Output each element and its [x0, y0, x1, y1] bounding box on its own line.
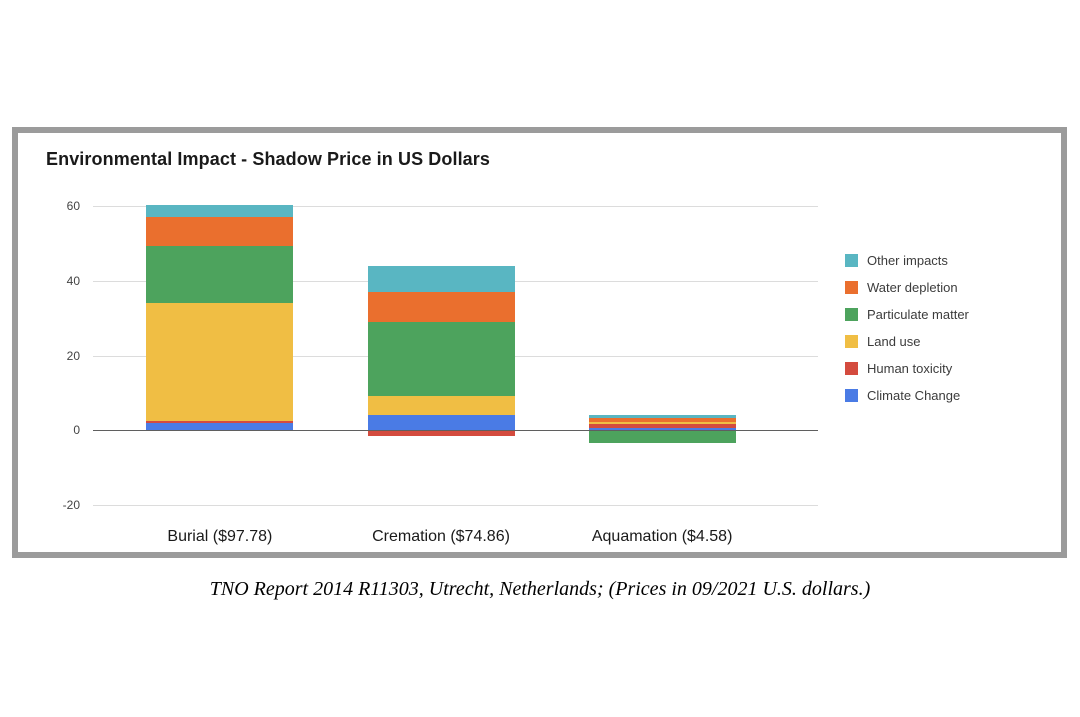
bar-segment-other-impacts — [588, 415, 736, 419]
legend-item: Land use — [845, 334, 969, 349]
bar-segment-climate-change — [588, 427, 736, 431]
bar-segment-climate-change — [367, 415, 515, 430]
bar-segment-water-depletion — [588, 418, 736, 422]
bar-segment-climate-change — [146, 422, 294, 430]
x-axis-category-labels: Burial ($97.78) Cremation ($74.86) Aquamat… — [18, 528, 1061, 554]
bar-segment-particulate-matter — [367, 321, 515, 397]
bar-segment-human-toxicity — [588, 424, 736, 428]
bar-segment-particulate-matter — [588, 430, 736, 444]
plot-area — [93, 199, 818, 512]
legend-label: Climate Change — [867, 388, 961, 403]
legend-swatch — [845, 254, 858, 267]
bar-segment-human-toxicity — [367, 430, 515, 436]
bar-segment-water-depletion — [367, 292, 515, 322]
y-tick-label: -20 — [62, 497, 80, 512]
x-axis-baseline — [93, 430, 818, 432]
bar-segment-water-depletion — [146, 216, 294, 247]
legend-label: Land use — [867, 334, 921, 349]
y-tick-label: 0 — [73, 423, 80, 438]
legend-label: Particulate matter — [867, 307, 969, 322]
source-caption: TNO Report 2014 R11303, Utrecht, Netherl… — [209, 578, 871, 600]
x-category-label: Aquamation ($4.58) — [591, 528, 733, 545]
legend-label: Water depletion — [867, 280, 958, 295]
legend-swatch — [845, 362, 858, 375]
gridline — [93, 206, 818, 208]
bar-segment-other-impacts — [367, 266, 515, 293]
bar-segment-human-toxicity — [146, 421, 294, 423]
x-category-label: Cremation ($74.86) — [372, 528, 510, 545]
legend-item: Particulate matter — [845, 307, 969, 322]
x-category-label: Burial ($97.78) — [167, 528, 273, 545]
bar-segment-other-impacts — [146, 205, 294, 217]
chart-legend: Other impacts Water depletion Particulate … — [845, 253, 969, 403]
bar-segment-particulate-matter — [146, 246, 294, 304]
legend-item: Human toxicity — [845, 361, 969, 376]
y-tick-label: 60 — [66, 199, 80, 214]
chart-area: 60 40 20 0 -20 Burial ($97.78) Cremation ($74… — [18, 133, 1061, 552]
bar-segment-land-use — [588, 421, 736, 425]
legend-item: Climate Change — [845, 388, 969, 403]
legend-swatch — [845, 389, 858, 402]
legend-item: Other impacts — [845, 253, 969, 268]
chart-title: Environmental Impact - Shadow Price in U… — [46, 149, 491, 169]
legend-swatch — [845, 308, 858, 321]
chart-panel: Environmental Impact - Shadow Price in U… — [12, 127, 1067, 558]
bar-segment-land-use — [367, 396, 515, 416]
gridline — [93, 504, 818, 506]
legend-label: Human toxicity — [867, 361, 953, 376]
legend-swatch — [845, 281, 858, 294]
legend-swatch — [845, 335, 858, 348]
bar-segment-land-use — [146, 303, 294, 422]
legend-label: Other impacts — [867, 253, 948, 268]
legend-item: Water depletion — [845, 280, 969, 295]
y-tick-label: 40 — [66, 273, 80, 288]
y-tick-label: 20 — [66, 348, 80, 363]
